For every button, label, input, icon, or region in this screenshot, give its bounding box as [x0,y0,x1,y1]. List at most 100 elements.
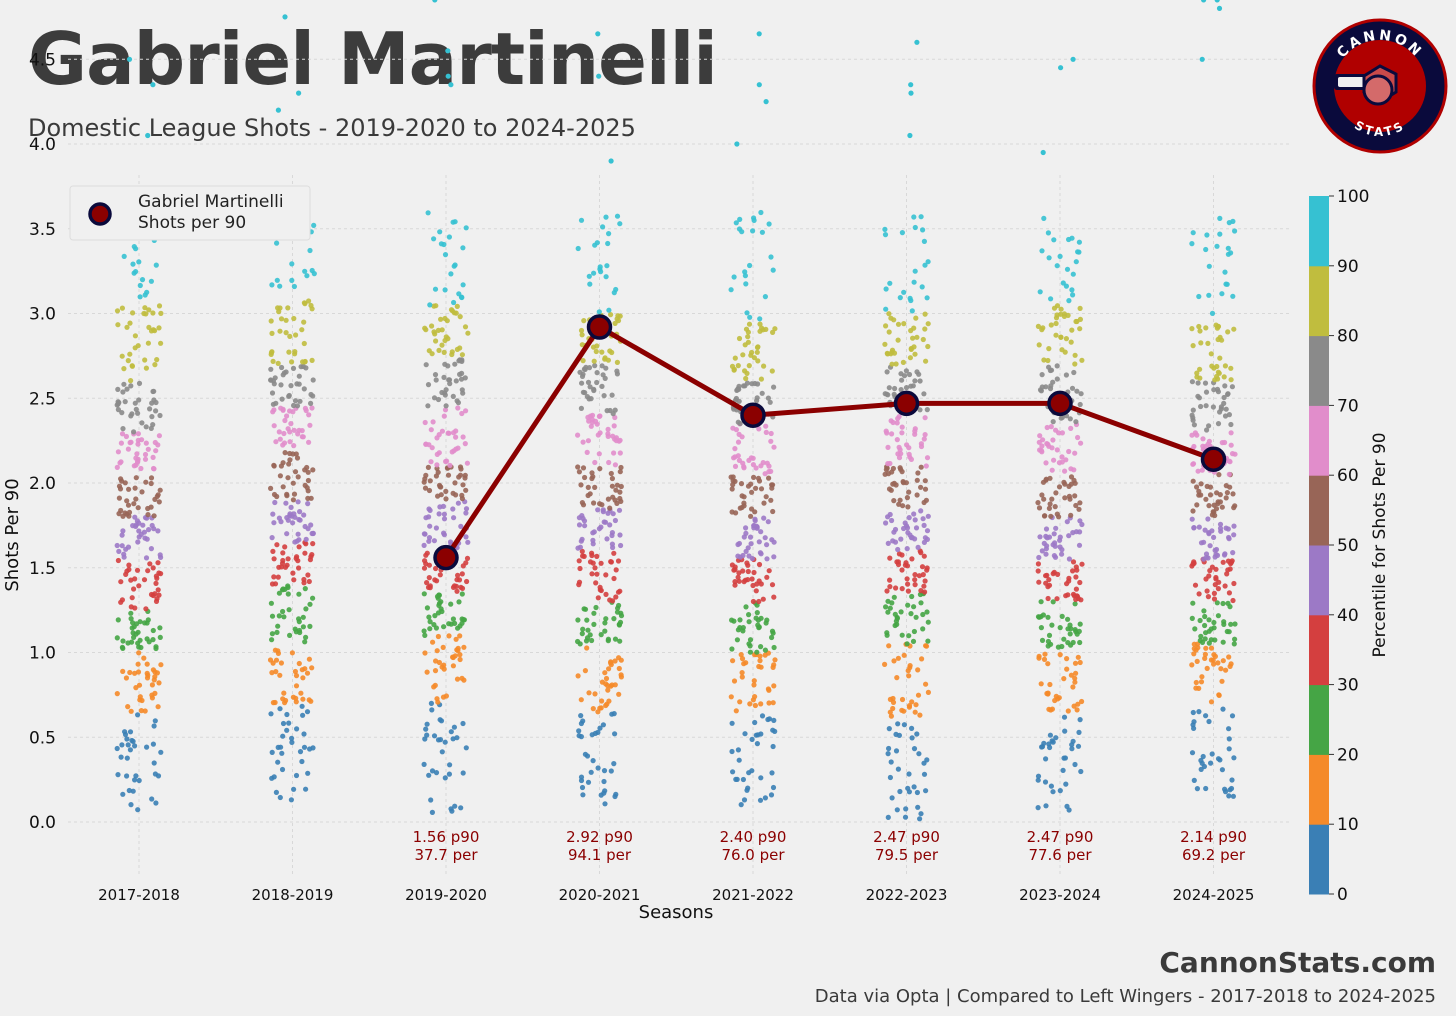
distribution-dot [740,552,746,559]
distribution-dot [575,673,581,679]
distribution-dot [759,390,765,396]
distribution-dot [132,743,138,749]
distribution-dot [1059,454,1065,460]
distribution-dot [1039,248,1045,254]
distribution-dot [1076,729,1082,736]
distribution-dot [150,454,156,460]
distribution-dot [128,616,134,622]
distribution-dot [617,532,623,538]
distribution-dot [307,557,313,563]
distribution-dot [1228,559,1234,566]
distribution-dot [610,598,616,604]
distribution-dot [753,615,759,621]
distribution-dot [758,376,765,382]
distribution-dot [616,507,623,513]
distribution-dot [1059,613,1065,620]
distribution-dot [1203,325,1209,331]
distribution-dot [1198,481,1204,487]
distribution-dot [740,776,747,783]
distribution-dot [1039,492,1045,498]
distribution-dot [1035,500,1041,506]
distribution-dot [278,660,284,666]
distribution-dot [597,466,603,472]
distribution-dot [133,773,139,779]
distribution-dot [1045,690,1051,696]
distribution-dot [298,690,304,696]
distribution-dot [277,283,283,289]
distribution-dot [442,407,449,413]
distribution-dot [122,399,128,405]
distribution-dot [136,259,142,265]
distribution-dot [1079,521,1085,528]
distribution-dot [899,696,906,703]
distribution-dot [1073,529,1079,535]
distribution-dot [115,401,121,407]
distribution-dot [755,381,761,387]
distribution-dot [589,412,596,418]
distribution-dot [1228,621,1234,627]
distribution-dot [1219,440,1225,446]
distribution-dot [601,778,607,785]
distribution-dot [128,577,134,583]
distribution-dot [1059,430,1065,436]
distribution-dot [584,753,591,759]
distribution-dot [1076,506,1082,512]
distribution-dot [758,463,764,469]
distribution-dot [455,445,461,451]
distribution-dot [281,370,287,376]
distribution-dot [122,480,128,486]
distribution-dot [302,268,308,274]
distribution-dot [1194,370,1200,376]
distribution-dot [900,480,907,486]
distribution-dot [580,358,586,364]
distribution-dot [426,614,432,620]
distribution-dot [912,709,918,715]
distribution-dot [895,721,901,727]
distribution-dot [135,410,141,416]
distribution-dot [1199,639,1206,646]
distribution-dot [151,513,157,519]
distribution-dot [751,569,757,576]
distribution-dot [769,628,776,634]
distribution-dot [1230,218,1236,224]
distribution-dot [747,637,754,643]
distribution-dot [737,699,743,705]
distribution-dot [442,739,448,745]
distribution-dot [734,637,741,643]
distribution-dot [132,670,138,676]
distribution-dot [750,598,757,605]
distribution-dot [462,324,469,330]
distribution-dot [119,431,126,437]
percentile-label: 94.1 per [568,846,632,864]
distribution-dot [429,323,435,329]
distribution-dot [920,572,926,578]
distribution-dot [915,470,921,476]
distribution-dot [1196,685,1202,692]
distribution-dot [612,497,618,503]
distribution-dot [441,662,447,668]
distribution-dot [431,622,437,628]
distribution-dot [913,702,919,708]
distribution-dot [427,523,433,529]
distribution-dot [1043,526,1050,532]
distribution-dot [732,567,738,573]
distribution-dot [1040,437,1046,443]
distribution-dot [595,765,601,771]
distribution-dot [1068,425,1074,431]
distribution-dot [457,464,464,470]
distribution-dot [1211,619,1217,626]
distribution-dot [150,465,157,472]
distribution-dot [150,667,156,673]
distribution-dot [133,406,139,412]
value-label: 2.14 p90 [1180,828,1247,846]
distribution-dot [924,295,930,301]
distribution-dot [305,469,311,475]
distribution-dot [742,273,749,279]
distribution-dot [605,636,612,642]
distribution-dot [292,514,298,520]
distribution-dot [145,511,151,518]
distribution-dot [430,639,436,645]
distribution-dot [1203,246,1209,253]
distribution-dot [1227,484,1233,490]
x-tick-label: 2023-2024 [1019,886,1101,904]
